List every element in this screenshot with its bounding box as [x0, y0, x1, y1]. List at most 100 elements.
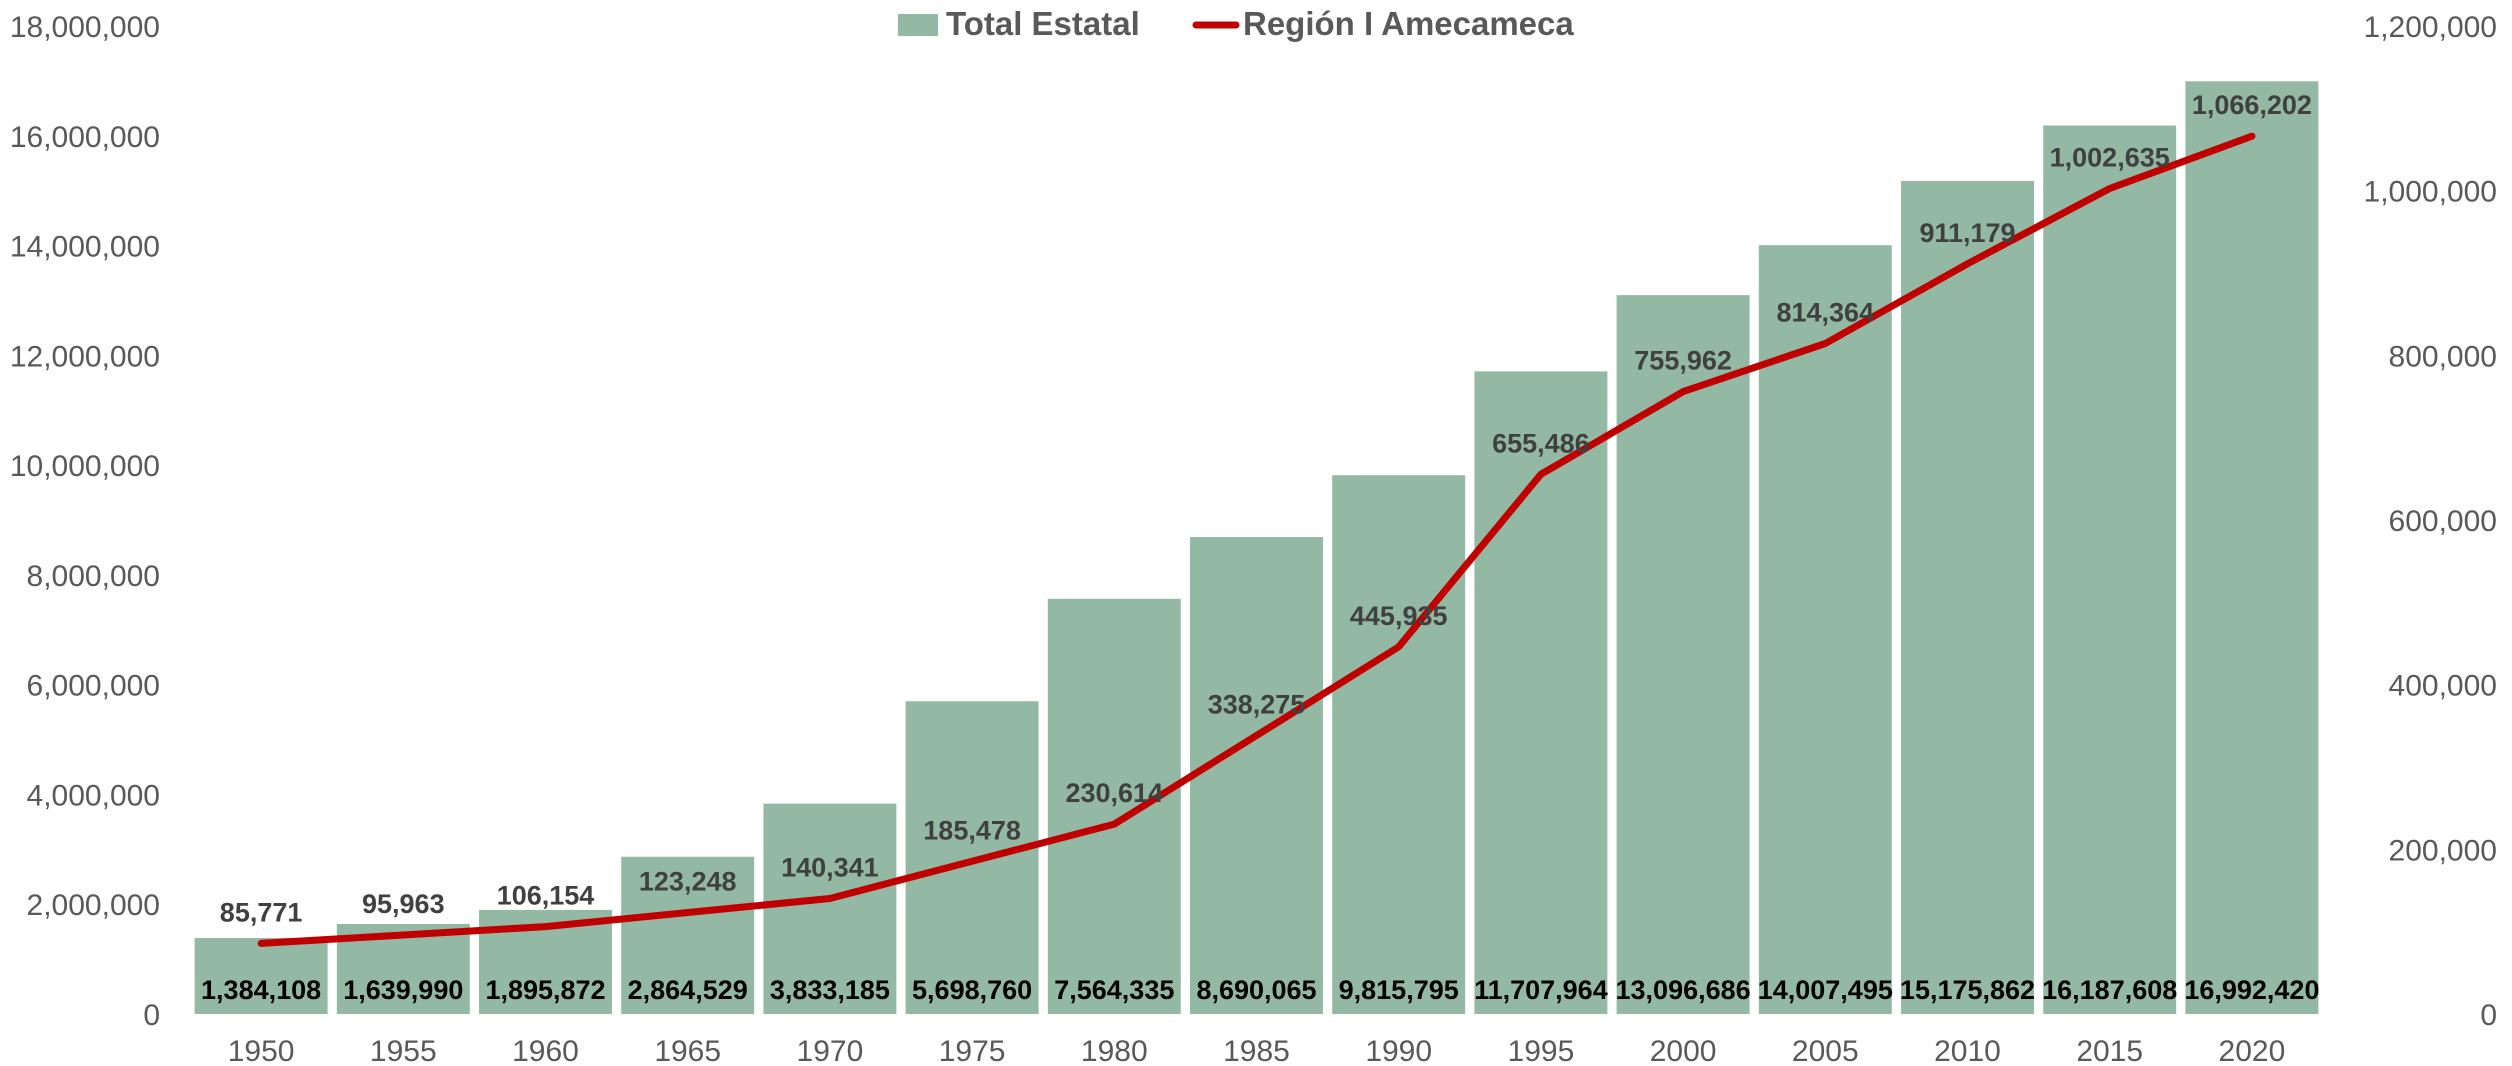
legend-label-total-estatal: Total Estatal — [946, 5, 1140, 42]
bar-total-estatal — [1190, 537, 1323, 1014]
legend-label-region-i-amecameca: Región I Amecameca — [1243, 5, 1574, 42]
bar-value-label: 14,007,495 — [1758, 975, 1893, 1005]
bar-total-estatal — [1474, 371, 1608, 1014]
left-axis-tick-label: 2,000,000 — [27, 889, 160, 922]
x-axis-tick-label: 1985 — [1223, 1035, 1290, 1066]
line-value-label: 1,002,635 — [2050, 142, 2170, 172]
bar-series-total-estatal: 1,384,108 1,639,990 1,895,872 2,864,529 3,83… — [194, 81, 2319, 1015]
left-axis-tick-label: 14,000,000 — [10, 231, 160, 264]
line-value-label: 123,248 — [639, 867, 737, 897]
line-value-label: 140,341 — [781, 852, 879, 882]
line-point — [1398, 646, 1400, 648]
left-axis-tick-label: 0 — [143, 999, 160, 1032]
x-axis-tick-label: 1960 — [512, 1035, 579, 1066]
x-axis-tick-label: 1955 — [370, 1035, 437, 1066]
bar-total-estatal — [1332, 475, 1466, 1014]
bar-total-estatal — [763, 803, 897, 1014]
line-point — [1113, 823, 1115, 825]
x-axis-tick-label: 1965 — [654, 1035, 721, 1066]
bar-total-estatal — [1901, 181, 2034, 1014]
bar-value-label: 1,895,872 — [485, 975, 605, 1005]
left-axis-tick-label: 4,000,000 — [27, 779, 160, 812]
right-axis-tick-label: 0 — [2480, 999, 2497, 1032]
line-value-label: 814,364 — [1776, 298, 1874, 328]
line-point — [1824, 343, 1826, 345]
bar-value-label: 16,992,420 — [2184, 975, 2319, 1005]
bar-total-estatal — [905, 701, 1039, 1014]
line-point — [545, 926, 546, 928]
x-axis-tick-label: 1975 — [939, 1035, 1006, 1066]
line-value-label: 755,962 — [1634, 346, 1732, 376]
bar-value-label: 5,698,760 — [912, 975, 1032, 1005]
line-value-label: 1,066,202 — [2192, 90, 2312, 120]
x-axis-tick-label: 2000 — [1650, 1035, 1717, 1066]
right-axis-tick-label: 400,000 — [2389, 670, 2497, 703]
left-axis-tick-label: 10,000,000 — [10, 450, 160, 483]
x-axis-tick-label: 2015 — [2076, 1035, 2143, 1066]
left-axis-tick-label: 18,000,000 — [10, 11, 160, 44]
line-value-label: 338,275 — [1208, 689, 1306, 719]
line-value-label: 445,935 — [1350, 601, 1448, 631]
line-value-label: 230,614 — [1065, 778, 1163, 808]
bar-value-label: 11,707,964 — [1474, 975, 1608, 1005]
bar-value-label: 15,175,862 — [1900, 975, 2035, 1005]
line-point — [1967, 263, 1968, 265]
line-point — [402, 934, 404, 936]
bar-total-estatal — [2185, 81, 2319, 1015]
bar-value-label: 2,864,529 — [628, 975, 748, 1005]
right-axis: 0 200,000 400,000 600,000 800,000 1,000,000 1,… — [2364, 11, 2497, 1032]
line-point — [2109, 187, 2111, 189]
line-point — [1540, 473, 1542, 475]
right-axis-tick-label: 200,000 — [2389, 834, 2497, 867]
x-axis-tick-label: 2010 — [1934, 1035, 2001, 1066]
x-axis-tick-label: 2020 — [2219, 1035, 2286, 1066]
line-point — [687, 912, 689, 914]
bar-value-label: 8,690,065 — [1196, 975, 1316, 1005]
line-point — [260, 942, 262, 944]
bar-value-label: 13,096,686 — [1616, 975, 1751, 1005]
line-value-label: 911,179 — [1919, 218, 2015, 248]
legend: Total Estatal Región I Amecameca — [898, 5, 1574, 42]
x-axis-tick-label: 1990 — [1365, 1035, 1432, 1066]
left-axis-tick-label: 8,000,000 — [27, 560, 160, 593]
bar-value-label: 1,384,108 — [201, 975, 321, 1005]
bar-value-label: 7,564,335 — [1054, 975, 1174, 1005]
bar-total-estatal — [621, 856, 755, 1014]
line-value-label: 95,963 — [362, 889, 445, 919]
left-axis: 0 2,000,000 4,000,000 6,000,000 8,000,000 10,… — [10, 11, 160, 1032]
left-axis-tick-label: 12,000,000 — [10, 340, 160, 373]
x-axis-tick-label: 1995 — [1508, 1035, 1575, 1066]
bar-value-label: 9,815,795 — [1339, 975, 1459, 1005]
line-value-label: 106,154 — [497, 881, 595, 911]
line-series-region-i-amecameca: 85,771 95,963 106,154 123,248 140,341 185,478… — [220, 90, 2312, 947]
left-axis-tick-label: 16,000,000 — [10, 121, 160, 154]
x-axis-tick-label: 1980 — [1081, 1035, 1148, 1066]
line-value-label: 655,486 — [1492, 428, 1590, 458]
x-axis-tick-label: 1970 — [797, 1035, 864, 1066]
bar-total-estatal — [1047, 598, 1181, 1014]
line-value-label: 185,478 — [923, 815, 1021, 845]
bar-value-label: 3,833,185 — [770, 975, 890, 1005]
line-value-label: 85,771 — [220, 897, 303, 927]
bar-value-label: 16,187,608 — [2042, 975, 2177, 1005]
bar-total-estatal — [1758, 245, 1892, 1014]
x-axis-tick-label: 2005 — [1792, 1035, 1859, 1066]
right-axis-tick-label: 600,000 — [2389, 505, 2497, 538]
line-point — [1682, 391, 1684, 393]
right-axis-tick-label: 800,000 — [2389, 340, 2497, 373]
bar-value-label: 1,639,990 — [343, 975, 463, 1005]
left-axis-tick-label: 6,000,000 — [27, 670, 160, 703]
right-axis-tick-label: 1,000,000 — [2364, 176, 2497, 209]
bar-total-estatal — [1616, 295, 1750, 1014]
x-axis-tick-label: 1950 — [228, 1035, 295, 1066]
x-axis: 1950 1955 1960 1965 1970 1975 1980 1985 1990 1995… — [228, 1035, 2286, 1066]
bar-total-estatal — [194, 938, 328, 1014]
line-point — [829, 897, 831, 899]
right-axis-tick-label: 1,200,000 — [2364, 11, 2497, 44]
line-point — [2251, 135, 2253, 137]
line-point — [1256, 734, 1257, 736]
line-point — [971, 860, 973, 862]
bar-total-estatal — [2043, 125, 2177, 1015]
